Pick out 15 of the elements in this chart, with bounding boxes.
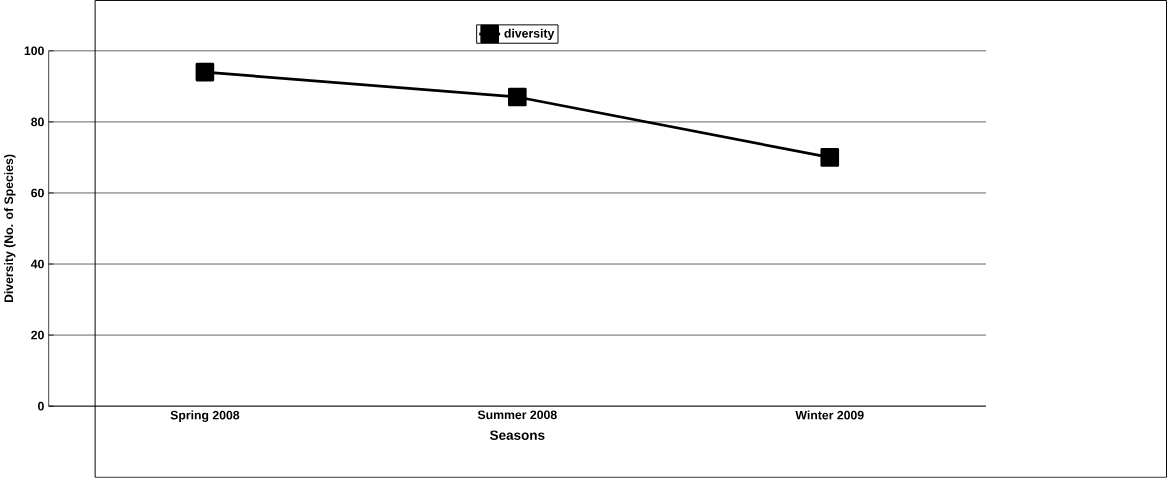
y-tick-label: 20	[31, 330, 44, 340]
x-tick-label: Summer 2008	[477, 410, 557, 420]
x-axis-title: Seasons	[490, 430, 545, 440]
point	[820, 148, 840, 167]
y-tick-label: 60	[31, 188, 44, 198]
point	[195, 62, 215, 82]
y-tick-label: 100	[24, 46, 44, 56]
x-tick-label: Spring 2008	[170, 410, 240, 423]
x-tick-label: Winter 2009	[795, 410, 864, 420]
y-tick-label: 40	[30, 259, 44, 269]
legend-label: diversity	[504, 28, 555, 41]
y-tick-label: 80	[31, 117, 44, 127]
point	[508, 87, 527, 107]
y-tick-label: 0	[38, 401, 44, 411]
y-axis-title: Diversity (No. of Species)	[4, 154, 16, 303]
